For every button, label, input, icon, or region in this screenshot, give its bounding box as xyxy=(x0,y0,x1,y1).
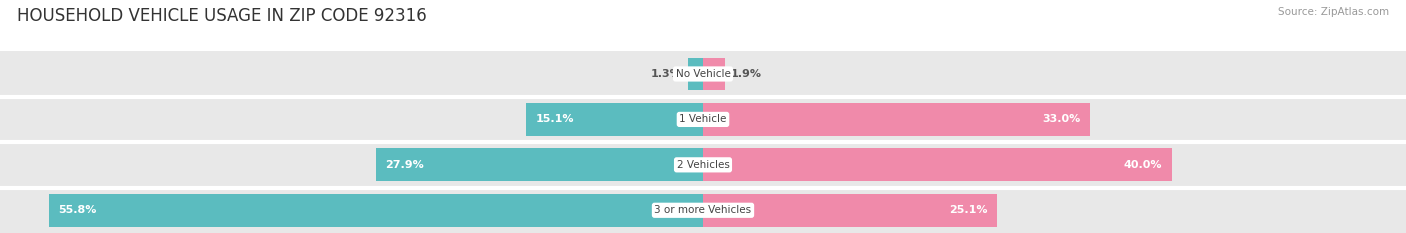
Bar xyxy=(703,194,997,227)
Text: No Vehicle: No Vehicle xyxy=(675,69,731,79)
Text: 33.0%: 33.0% xyxy=(1042,114,1080,124)
Text: 1.3%: 1.3% xyxy=(651,69,682,79)
Text: 40.0%: 40.0% xyxy=(1123,160,1163,170)
Text: HOUSEHOLD VEHICLE USAGE IN ZIP CODE 92316: HOUSEHOLD VEHICLE USAGE IN ZIP CODE 9231… xyxy=(17,7,426,25)
Bar xyxy=(703,103,1090,136)
Text: 15.1%: 15.1% xyxy=(536,114,574,124)
Text: 55.8%: 55.8% xyxy=(59,205,97,215)
Bar xyxy=(703,148,1171,181)
Text: 3 or more Vehicles: 3 or more Vehicles xyxy=(654,205,752,215)
Text: 1.9%: 1.9% xyxy=(731,69,762,79)
Text: 1 Vehicle: 1 Vehicle xyxy=(679,114,727,124)
Bar xyxy=(0,97,1406,142)
Text: 2 Vehicles: 2 Vehicles xyxy=(676,160,730,170)
Bar xyxy=(526,103,703,136)
Bar xyxy=(688,58,703,90)
Bar xyxy=(377,148,703,181)
Bar xyxy=(49,194,703,227)
Bar xyxy=(0,51,1406,97)
Text: Source: ZipAtlas.com: Source: ZipAtlas.com xyxy=(1278,7,1389,17)
Text: 25.1%: 25.1% xyxy=(949,205,987,215)
Bar xyxy=(703,58,725,90)
Bar xyxy=(0,188,1406,233)
Bar xyxy=(0,142,1406,188)
Text: 27.9%: 27.9% xyxy=(385,160,425,170)
